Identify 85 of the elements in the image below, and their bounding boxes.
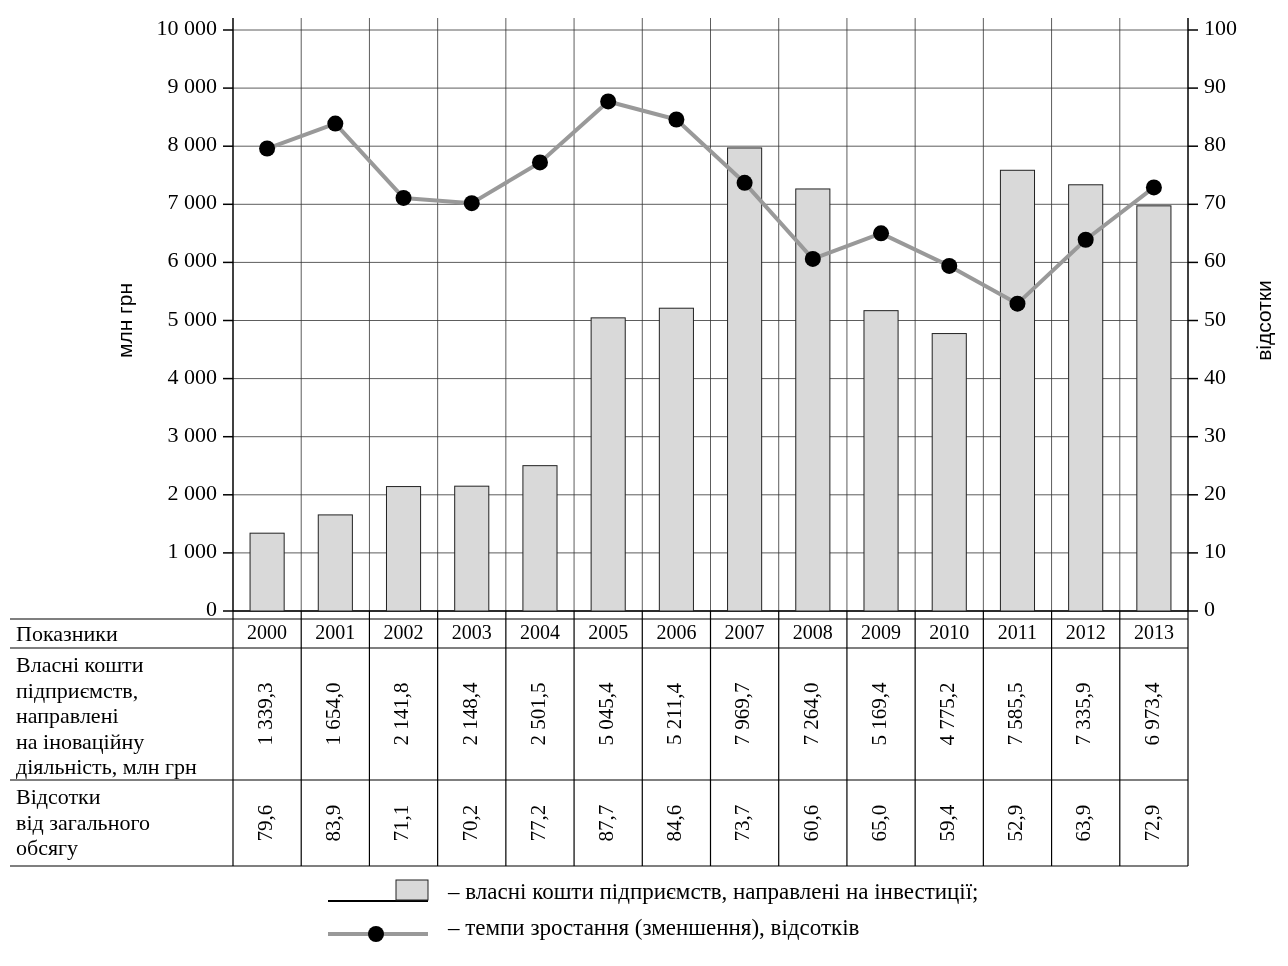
data-label: 72,9 bbox=[1139, 804, 1164, 842]
text: Показники bbox=[16, 621, 118, 646]
text: Власні кошти підприємств, направлені на іноваційну діяльність, млн грн bbox=[16, 652, 197, 779]
data-label: 79,6 bbox=[252, 804, 277, 842]
bar bbox=[590, 317, 626, 612]
bar bbox=[1136, 205, 1172, 612]
data-label: 59,4 bbox=[935, 804, 960, 842]
y-tick-label: 0 bbox=[206, 596, 217, 622]
y2-tick-label: 50 bbox=[1204, 305, 1226, 331]
y2-tick-label: 100 bbox=[1204, 15, 1237, 41]
y-tick-label: 8 000 bbox=[167, 131, 217, 157]
data-label: 7 585,5 bbox=[1003, 682, 1028, 746]
bar bbox=[727, 147, 763, 612]
data-label: 2 501,5 bbox=[525, 682, 550, 746]
y2-tick-label: 10 bbox=[1204, 537, 1226, 563]
legend-label: – темпи зростання (зменшення), відсотків bbox=[447, 915, 860, 941]
x-tick-label: 2010 bbox=[929, 621, 970, 644]
data-label: 5 211,4 bbox=[662, 682, 687, 746]
data-label: 5 169,4 bbox=[866, 682, 891, 746]
bar bbox=[317, 514, 353, 612]
x-tick-label: 2001 bbox=[315, 621, 356, 644]
data-label: 87,7 bbox=[593, 804, 618, 842]
data-label: 84,6 bbox=[662, 804, 687, 842]
x-tick-label: 2013 bbox=[1133, 621, 1174, 644]
y2-tick-label: 20 bbox=[1204, 479, 1226, 505]
y-tick-label: 10 000 bbox=[156, 15, 217, 41]
bar bbox=[999, 169, 1036, 612]
data-label: 1 654,0 bbox=[321, 682, 346, 746]
data-label: 70,2 bbox=[457, 804, 482, 842]
x-tick-label: 2007 bbox=[724, 621, 765, 644]
x-tick-label: 2006 bbox=[656, 621, 697, 644]
y2-tick-label: 60 bbox=[1204, 247, 1226, 273]
bar bbox=[249, 532, 285, 612]
data-label: 7 335,9 bbox=[1071, 682, 1096, 746]
y-tick-label: 4 000 bbox=[167, 363, 217, 389]
x-tick-label: 2011 bbox=[997, 621, 1038, 644]
bar bbox=[522, 465, 558, 612]
x-tick-label: 2005 bbox=[588, 621, 629, 644]
data-label: 63,9 bbox=[1071, 804, 1096, 842]
bar bbox=[931, 333, 967, 612]
y2-tick-label: 80 bbox=[1204, 131, 1226, 157]
data-label: 77,2 bbox=[525, 804, 550, 842]
x-tick-label: 2009 bbox=[861, 621, 902, 644]
x-tick-label: 2004 bbox=[519, 621, 560, 644]
y2-axis-title: відсотки bbox=[1251, 280, 1275, 361]
text: Відсотки від загального обсягу bbox=[16, 784, 150, 860]
data-label: 7 969,7 bbox=[730, 682, 755, 746]
data-label: 2 141,8 bbox=[389, 682, 414, 746]
y-tick-label: 9 000 bbox=[167, 73, 217, 99]
legend-label: – власні кошти підприємств, направлені на інвестиції; bbox=[447, 879, 979, 905]
data-label: 4 775,2 bbox=[935, 682, 960, 746]
y2-tick-label: 0 bbox=[1204, 596, 1215, 622]
data-label: 83,9 bbox=[321, 804, 346, 842]
y-tick-label: 2 000 bbox=[167, 479, 217, 505]
bar bbox=[385, 486, 422, 612]
bar bbox=[454, 485, 490, 612]
y2-tick-label: 30 bbox=[1204, 421, 1226, 447]
y-axis-title: млн грн bbox=[113, 282, 136, 359]
data-label: 5 045,4 bbox=[593, 682, 618, 746]
data-label: 65,0 bbox=[866, 804, 891, 842]
x-tick-label: 2002 bbox=[383, 621, 424, 644]
x-tick-label: 2008 bbox=[792, 621, 833, 644]
data-label: 2 148,4 bbox=[457, 682, 482, 746]
data-label: 60,6 bbox=[798, 804, 823, 842]
data-label: 7 264,0 bbox=[798, 682, 823, 746]
data-label: 71,1 bbox=[389, 804, 414, 842]
x-tick-label: 2012 bbox=[1065, 621, 1106, 644]
y-tick-label: 7 000 bbox=[167, 189, 217, 215]
data-label: 1 339,3 bbox=[252, 682, 277, 746]
bar bbox=[658, 307, 694, 612]
bar bbox=[795, 188, 831, 612]
data-label: 6 973,4 bbox=[1139, 682, 1164, 746]
y2-tick-label: 70 bbox=[1204, 189, 1226, 215]
bar bbox=[1068, 184, 1104, 612]
bar bbox=[863, 310, 899, 612]
y-tick-label: 3 000 bbox=[167, 421, 217, 447]
y-tick-label: 6 000 bbox=[167, 247, 217, 273]
y-tick-label: 5 000 bbox=[167, 305, 217, 331]
data-label: 73,7 bbox=[730, 804, 755, 842]
y-tick-label: 1 000 bbox=[167, 537, 217, 563]
y2-tick-label: 40 bbox=[1204, 363, 1226, 389]
data-label: 52,9 bbox=[1003, 804, 1028, 842]
y2-tick-label: 90 bbox=[1204, 73, 1226, 99]
x-tick-label: 2000 bbox=[247, 621, 288, 644]
x-tick-label: 2003 bbox=[451, 621, 492, 644]
